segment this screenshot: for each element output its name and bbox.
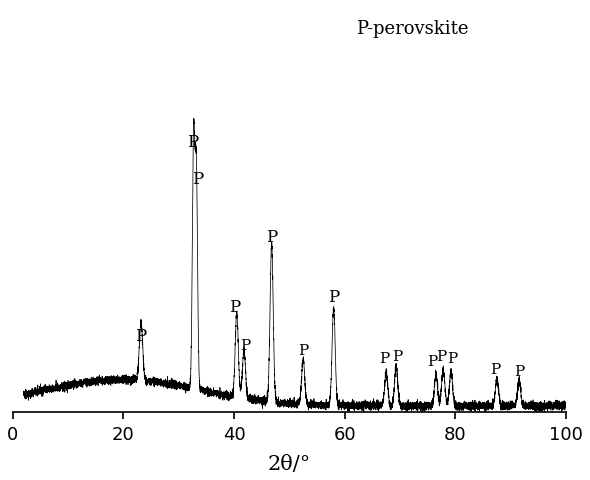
Text: P: P [192,170,204,188]
Text: P: P [427,354,437,368]
Text: P: P [490,362,500,376]
Text: P: P [328,288,339,305]
Text: P: P [135,327,147,345]
Text: P-perovskite: P-perovskite [356,20,468,38]
Text: P: P [448,351,458,365]
Text: P: P [187,134,198,151]
Text: P: P [437,349,447,363]
Text: P: P [266,228,277,245]
X-axis label: 2θ/°: 2θ/° [268,454,311,473]
Text: P: P [379,351,389,365]
Text: P: P [229,299,240,316]
Text: P: P [392,349,402,363]
Text: P: P [298,344,309,358]
Text: P: P [514,365,524,379]
Text: P: P [240,338,250,352]
